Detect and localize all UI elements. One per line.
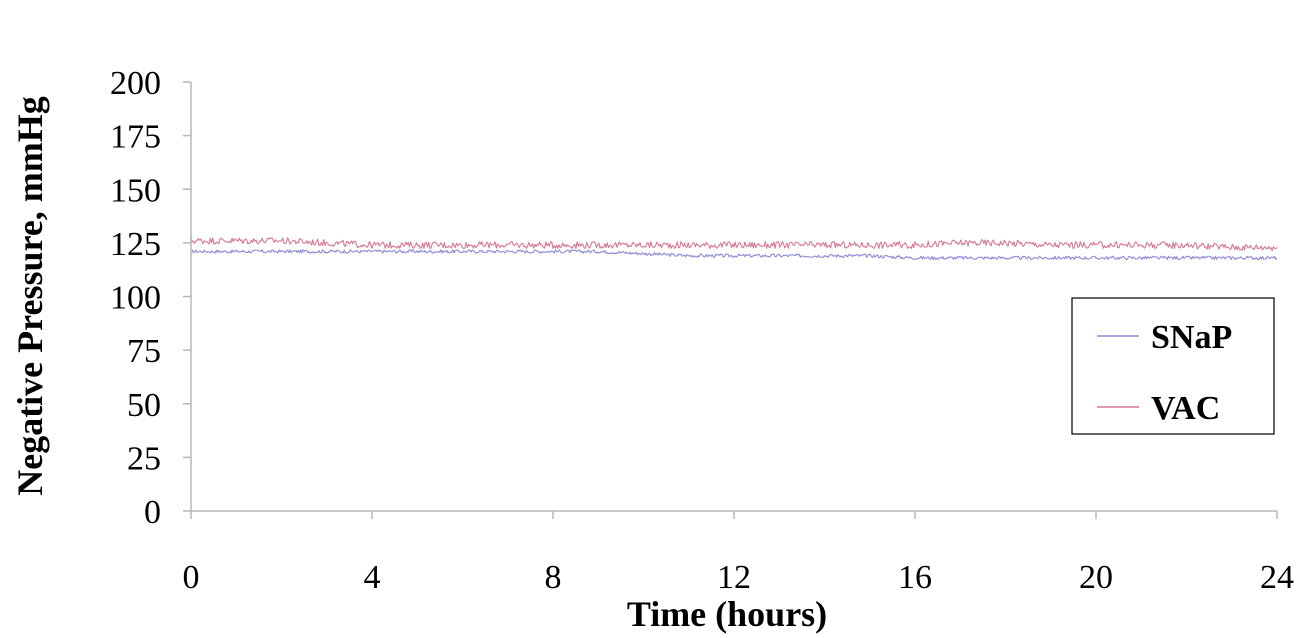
x-tick-label: 16 — [898, 559, 932, 596]
x-tick-label: 12 — [717, 559, 751, 596]
y-axis-title: Negative Pressure, mmHg — [10, 96, 50, 496]
legend-box — [1071, 297, 1275, 435]
y-tick-label: 50 — [127, 387, 161, 424]
x-tick-label: 4 — [364, 559, 381, 596]
x-axis-title: Time (hours) — [627, 594, 827, 634]
x-tick-label: 0 — [183, 559, 200, 596]
y-tick-label: 175 — [110, 119, 161, 156]
y-tick-label: 75 — [127, 333, 161, 370]
series-line-snap — [190, 249, 1278, 261]
y-tick-label: 200 — [110, 65, 161, 102]
y-tick-label: 125 — [110, 226, 161, 263]
x-tick-label: 8 — [545, 559, 562, 596]
y-tick-label: 25 — [127, 440, 161, 477]
x-tick-label: 24 — [1260, 559, 1294, 596]
x-tick-label: 20 — [1079, 559, 1113, 596]
y-tick-label: 0 — [144, 494, 161, 531]
series-line-vac — [190, 237, 1278, 252]
y-tick-label: 100 — [110, 280, 161, 317]
legend: SNaP VAC — [1071, 297, 1275, 435]
legend-label-vac: VAC — [1151, 390, 1220, 427]
series-layer — [190, 237, 1278, 261]
axes-layer: 0 25 50 75 100 125 150 175 200 0 4 8 12 16 20 24 — [110, 65, 1294, 596]
y-tick-label: 150 — [110, 172, 161, 209]
legend-label-snap: SNaP — [1151, 319, 1232, 356]
